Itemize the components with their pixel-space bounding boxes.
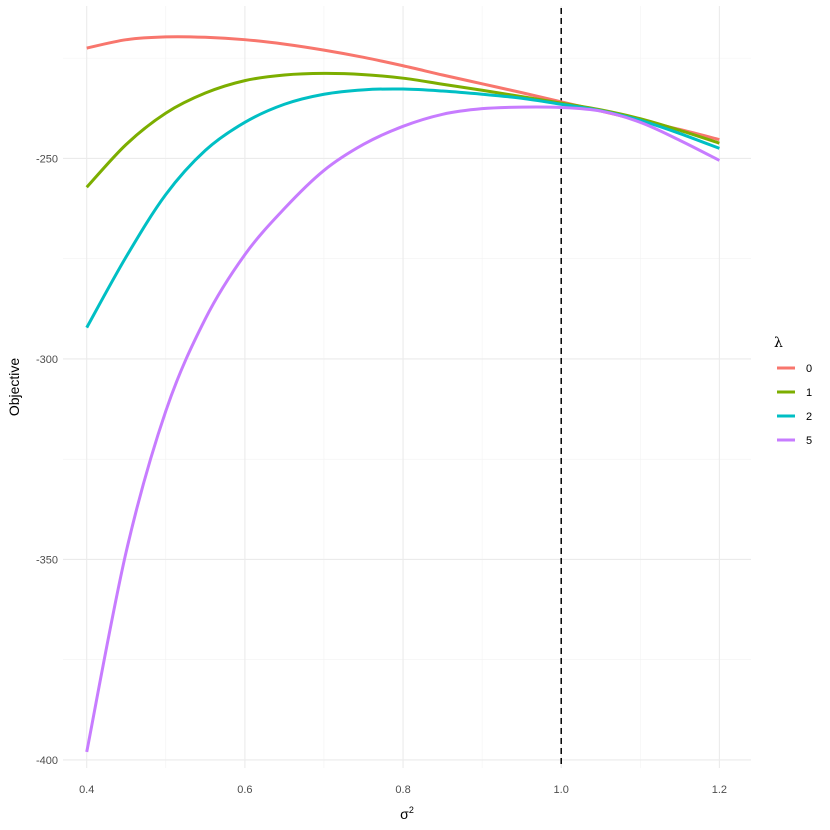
x-tick-label: 0.8 bbox=[395, 784, 410, 796]
y-tick-label: -300 bbox=[36, 354, 58, 366]
legend-label-5: 5 bbox=[806, 435, 812, 447]
x-axis-title: σ2 bbox=[400, 805, 414, 822]
y-tick-labels: -400 -350 -300 -250 bbox=[36, 153, 58, 767]
legend-items: 0 1 2 5 bbox=[777, 363, 812, 447]
y-axis-title: Objective bbox=[6, 358, 22, 417]
series-layer bbox=[85, 35, 721, 753]
y-tick-label: -400 bbox=[36, 755, 58, 767]
legend: λ 0 1 2 5 bbox=[774, 335, 812, 447]
legend-label-2: 2 bbox=[806, 411, 812, 423]
y-tick-label: -250 bbox=[36, 153, 58, 165]
series-line-5 bbox=[85, 105, 721, 753]
legend-label-0: 0 bbox=[806, 363, 812, 375]
x-tick-label: 0.6 bbox=[237, 784, 252, 796]
legend-label-1: 1 bbox=[806, 387, 812, 399]
x-tick-labels: 0.4 0.6 0.8 1.0 1.2 bbox=[79, 784, 727, 796]
x-tick-label: 1.2 bbox=[712, 784, 727, 796]
x-tick-label: 1.0 bbox=[554, 784, 569, 796]
x-tick-label: 0.4 bbox=[79, 784, 94, 796]
grid-minor bbox=[63, 6, 751, 768]
legend-title: λ bbox=[774, 335, 783, 351]
y-tick-label: -350 bbox=[36, 554, 58, 566]
